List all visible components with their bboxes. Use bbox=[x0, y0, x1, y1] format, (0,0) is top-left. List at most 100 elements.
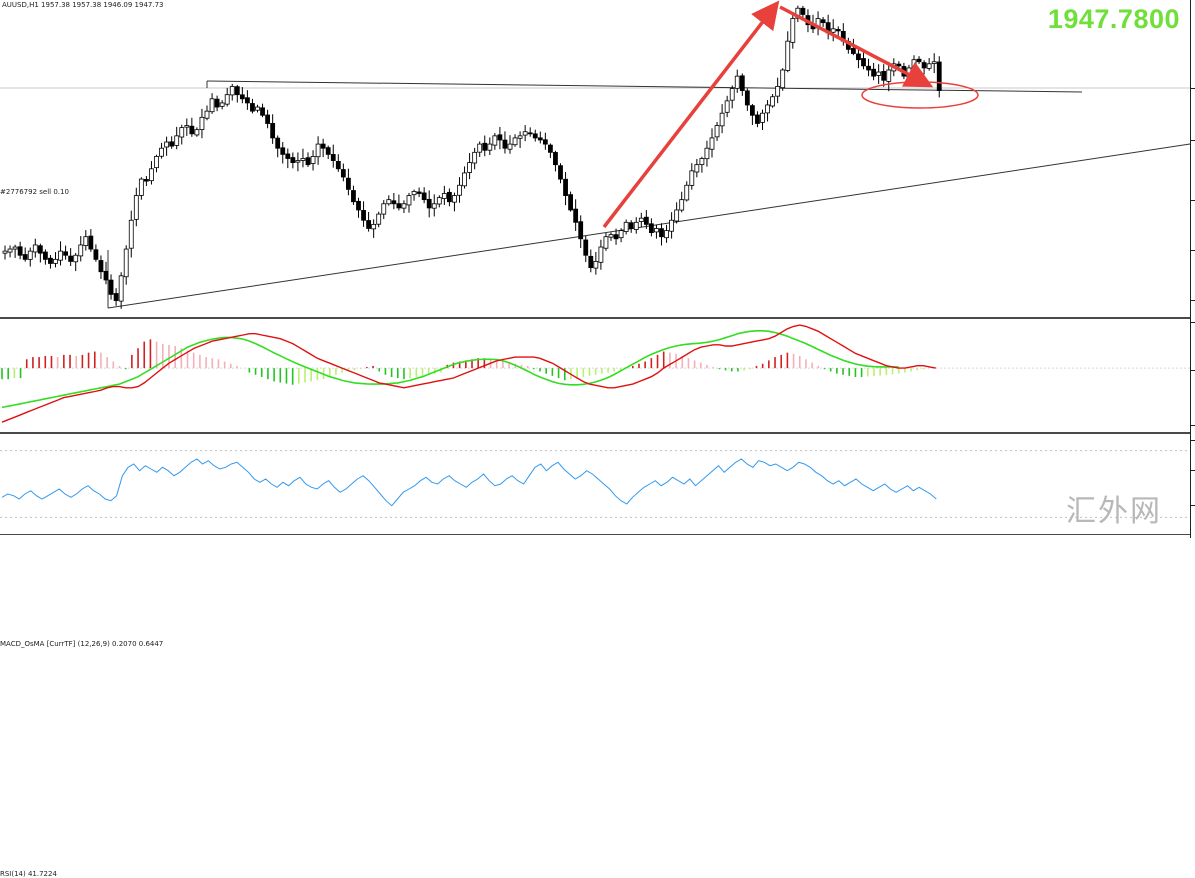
bear-candle-body bbox=[643, 216, 649, 225]
candle bbox=[492, 133, 498, 150]
bear-candle-body bbox=[285, 153, 291, 159]
bull-candle-body bbox=[729, 88, 735, 101]
candle bbox=[457, 177, 462, 203]
bear-candle-body bbox=[744, 90, 750, 106]
bull-candle-body bbox=[219, 102, 225, 107]
candle bbox=[871, 62, 876, 81]
bear-candle-body bbox=[755, 114, 760, 124]
bear-candle-body bbox=[548, 144, 553, 153]
bull-candle-body bbox=[53, 258, 58, 264]
bull-candle-body bbox=[760, 112, 765, 123]
bull-candle-body bbox=[376, 213, 382, 225]
candle bbox=[881, 64, 887, 87]
candle bbox=[441, 185, 447, 206]
bear-candle-body bbox=[835, 29, 841, 32]
candle bbox=[775, 77, 781, 104]
bull-candle-body bbox=[164, 141, 170, 148]
candle bbox=[300, 148, 306, 168]
candle bbox=[876, 64, 882, 84]
price-chart-panel[interactable]: AUUSD,H1 1957.38 1957.38 1946.09 1947.73… bbox=[0, 0, 1190, 317]
bear-candle-body bbox=[169, 141, 175, 147]
bear-candle-body bbox=[214, 98, 220, 108]
macd-chart-svg[interactable] bbox=[0, 319, 1190, 432]
candle bbox=[98, 255, 104, 279]
bear-candle-body bbox=[583, 239, 589, 256]
bull-candle-body bbox=[436, 197, 442, 205]
candle bbox=[416, 187, 422, 198]
candle bbox=[169, 136, 175, 149]
price-axis[interactable] bbox=[1190, 0, 1195, 538]
candle bbox=[356, 197, 361, 218]
macd-panel[interactable]: MACD_OsMA [CurrTF] (12,26,9) 0.2070 0.64… bbox=[0, 319, 1190, 648]
bear-candle-body bbox=[871, 68, 876, 77]
bull-candle-body bbox=[32, 244, 38, 253]
candle bbox=[785, 31, 791, 73]
candle bbox=[482, 135, 488, 157]
bull-candle-body bbox=[209, 98, 215, 113]
candle bbox=[270, 114, 276, 144]
bull-candle-body bbox=[598, 246, 604, 263]
axis-tick bbox=[1191, 440, 1195, 441]
bull-candle-body bbox=[159, 147, 164, 157]
panel-separator[interactable] bbox=[0, 317, 1195, 319]
bull-candle-body bbox=[154, 156, 159, 169]
bear-candle-body bbox=[563, 178, 568, 196]
candle bbox=[48, 255, 53, 269]
bull-candle-body bbox=[467, 162, 473, 173]
price-chart-svg[interactable] bbox=[0, 0, 1190, 317]
candle bbox=[133, 187, 139, 227]
bear-candle-body bbox=[628, 222, 634, 229]
candle bbox=[512, 134, 518, 147]
bear-candle-body bbox=[866, 65, 871, 71]
bear-candle-body bbox=[330, 154, 336, 161]
candle bbox=[391, 193, 397, 210]
bull-candle-body bbox=[310, 156, 316, 164]
candle bbox=[37, 243, 43, 263]
rsi-panel[interactable]: RSI(14) 41.7224 bbox=[0, 434, 1190, 878]
axis-tick bbox=[1191, 322, 1195, 323]
bull-candle-body bbox=[517, 135, 523, 139]
bear-candle-body bbox=[613, 234, 619, 240]
candle bbox=[739, 73, 745, 96]
bull-candle-body bbox=[477, 143, 483, 153]
candle bbox=[305, 152, 311, 167]
bear-candle-body bbox=[108, 279, 114, 295]
bull-candle-body bbox=[452, 195, 457, 203]
candle bbox=[674, 202, 680, 224]
bull-candle-body bbox=[204, 110, 210, 119]
candle bbox=[532, 129, 538, 142]
candle bbox=[689, 163, 695, 190]
bear-candle-body bbox=[881, 71, 887, 81]
candle bbox=[744, 88, 750, 111]
bear-candle-body bbox=[335, 161, 341, 170]
bear-candle-body bbox=[851, 47, 856, 54]
candle bbox=[704, 140, 710, 167]
bull-candle-body bbox=[638, 217, 644, 222]
candle bbox=[588, 249, 594, 273]
instrument-info: AUUSD,H1 1957.38 1957.38 1946.09 1947.73 bbox=[2, 1, 164, 9]
candle bbox=[78, 236, 84, 262]
bull-candle-body bbox=[78, 244, 84, 257]
panel-separator[interactable] bbox=[0, 432, 1195, 434]
candle bbox=[154, 154, 159, 173]
candle bbox=[224, 87, 230, 107]
candle bbox=[684, 181, 690, 202]
bull-candle-body bbox=[123, 248, 129, 278]
bull-candle-body bbox=[911, 59, 917, 69]
rsi-chart-svg[interactable] bbox=[0, 434, 1190, 534]
candle bbox=[633, 217, 639, 234]
bear-candle-body bbox=[98, 260, 104, 273]
candle bbox=[563, 172, 568, 206]
bull-candle-body bbox=[689, 170, 695, 186]
bear-candle-body bbox=[391, 200, 397, 205]
candle bbox=[638, 212, 644, 228]
candle bbox=[396, 194, 402, 211]
candle bbox=[244, 90, 250, 110]
candle bbox=[790, 15, 796, 49]
candle bbox=[149, 161, 154, 185]
bear-candle-body bbox=[861, 58, 866, 67]
bull-candle-body bbox=[138, 178, 144, 196]
candle bbox=[830, 19, 836, 42]
candle bbox=[32, 238, 38, 258]
watermark: 汇外网 bbox=[1066, 494, 1162, 529]
